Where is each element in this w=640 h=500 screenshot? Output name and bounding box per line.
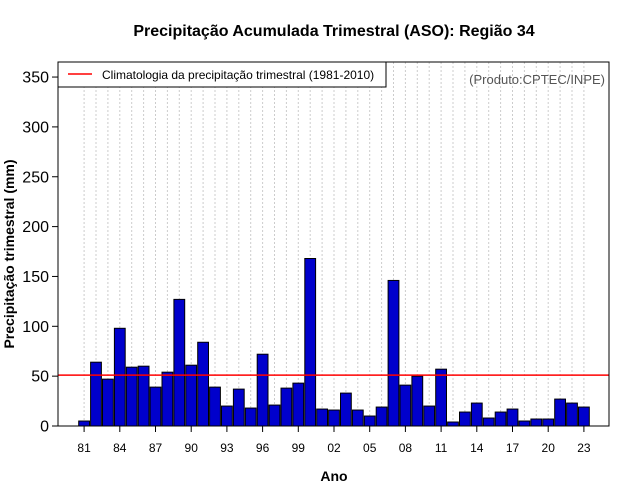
- x-axis: 81 84 87 90 93 96 99 02 05 08 11 14 17 20 23: [77, 426, 591, 455]
- bar-1982: [90, 361, 102, 427]
- bar-2015: [482, 417, 495, 427]
- bar-2006: [375, 406, 388, 427]
- x-tick-label: 17: [506, 441, 520, 455]
- bar-2005: [363, 415, 376, 427]
- bar-2007: [387, 279, 400, 427]
- y-tick-label: 250: [22, 169, 49, 186]
- bar-1996: [256, 353, 269, 427]
- y-tick-label: 200: [22, 219, 49, 236]
- bar-2003: [340, 392, 352, 427]
- bar-2021: [554, 398, 567, 427]
- bar-2009: [411, 375, 424, 427]
- bar-1993: [221, 405, 233, 427]
- product-credit: (Produto:CPTEC/INPE): [469, 72, 605, 87]
- bar-2020: [542, 418, 555, 427]
- bar-2004: [351, 409, 364, 427]
- bar-2016: [494, 411, 507, 427]
- x-axis-label: Ano: [320, 468, 347, 484]
- bar-1990: [185, 364, 198, 427]
- x-tick-label: 11: [435, 441, 448, 455]
- bar-1992: [209, 386, 221, 427]
- bar-2010: [423, 405, 436, 427]
- x-tick-label: 87: [149, 441, 163, 455]
- bar-2018: [518, 420, 531, 427]
- x-tick-label: 99: [292, 441, 306, 455]
- bar-1991: [197, 341, 209, 427]
- bar-2019: [530, 418, 543, 427]
- bar-2001: [316, 408, 329, 427]
- bars-group: [78, 258, 590, 427]
- x-tick-label: 81: [77, 441, 91, 455]
- x-tick-label: 20: [542, 441, 556, 455]
- legend-box: [57, 61, 387, 88]
- bar-1988: [161, 371, 174, 427]
- x-tick-label: 23: [577, 441, 591, 455]
- y-tick-label: 350: [22, 70, 49, 87]
- y-tick-label: 150: [22, 269, 49, 286]
- bar-2017: [506, 408, 519, 427]
- bar-2014: [470, 402, 483, 427]
- vertical-gridlines: [83, 62, 585, 426]
- bar-2023: [578, 406, 590, 427]
- bar-1985: [125, 366, 138, 427]
- bar-1995: [244, 407, 257, 427]
- x-tick-label: 05: [363, 441, 377, 455]
- bar-1981: [78, 420, 90, 427]
- bar-2011: [435, 368, 448, 427]
- bar-1983: [102, 378, 114, 427]
- bar-1989: [173, 298, 186, 427]
- legend-label: Climatologia da precipitação trimestral …: [102, 68, 374, 82]
- y-tick-label: 0: [40, 419, 49, 436]
- bar-1984: [113, 327, 126, 427]
- bar-2000: [304, 258, 317, 427]
- bar-1994: [232, 388, 245, 427]
- bar-1999: [292, 382, 305, 427]
- bar-2002: [328, 409, 340, 427]
- chart-title: Precipitação Acumulada Trimestral (ASO):…: [133, 23, 534, 40]
- bar-1987: [149, 386, 162, 427]
- x-tick-label: 02: [327, 441, 341, 455]
- legend: Climatologia da precipitação trimestral …: [57, 61, 387, 88]
- bar-2022: [566, 402, 578, 427]
- x-tick-label: 93: [220, 441, 234, 455]
- bar-2013: [459, 411, 471, 427]
- bar-2012: [447, 421, 459, 427]
- y-tick-label: 100: [22, 319, 49, 336]
- x-tick-label: 08: [399, 441, 413, 455]
- x-tick-label: 14: [470, 441, 484, 455]
- x-tick-label: 96: [256, 441, 270, 455]
- bar-1998: [280, 387, 293, 427]
- y-tick-label: 300: [22, 119, 49, 136]
- y-tick-label: 50: [31, 369, 49, 386]
- x-tick-label: 90: [185, 441, 199, 455]
- bar-1997: [268, 404, 281, 427]
- y-axis: 0 50 100 150 200 250 300 350: [22, 70, 58, 436]
- x-tick-label: 84: [113, 441, 127, 455]
- y-axis-label: Precipitação trimestral (mm): [1, 159, 17, 348]
- bar-2008: [399, 384, 412, 427]
